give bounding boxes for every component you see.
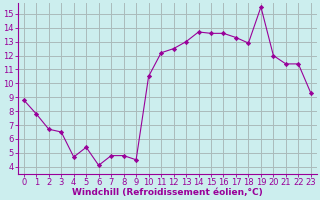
X-axis label: Windchill (Refroidissement éolien,°C): Windchill (Refroidissement éolien,°C) (72, 188, 263, 197)
